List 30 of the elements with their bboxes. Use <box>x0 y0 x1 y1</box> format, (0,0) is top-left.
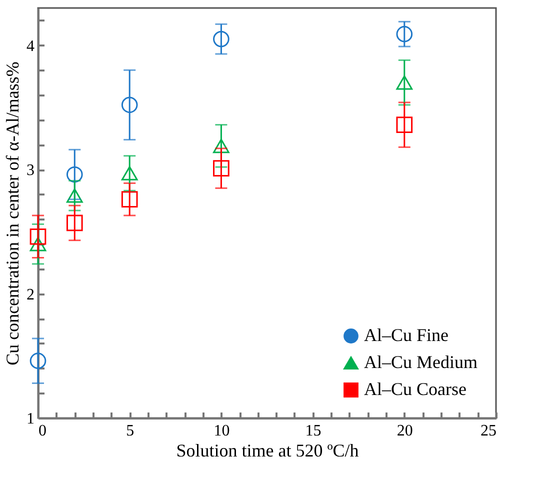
x-tick-label: 5 <box>126 422 134 440</box>
y-tick-label: 2 <box>26 286 34 304</box>
x-tick-label: 10 <box>214 422 230 440</box>
point <box>30 236 46 252</box>
x-tick-label: 0 <box>38 422 46 440</box>
point <box>396 75 413 90</box>
point <box>396 116 413 133</box>
legend-label: Al–Cu Medium <box>364 352 478 372</box>
x-tick-label: 25 <box>480 422 496 440</box>
y-axis-title: Cu concentration in center of α-Al/mass% <box>2 62 22 366</box>
point <box>213 160 230 176</box>
point <box>121 191 138 208</box>
x-tick-label: 20 <box>396 422 413 440</box>
point <box>30 228 46 245</box>
point <box>213 138 230 154</box>
point <box>66 188 83 203</box>
y-tick-label: 3 <box>26 162 34 180</box>
point <box>121 166 138 180</box>
legend-label: Al–Cu Coarse <box>364 379 466 399</box>
point <box>30 352 46 369</box>
point <box>66 214 83 232</box>
x-axis-title: Solution time at 520 ºC/h <box>176 440 359 460</box>
point <box>396 26 413 42</box>
point <box>121 96 138 114</box>
point <box>213 30 230 48</box>
y-tick-label: 1 <box>26 410 34 428</box>
x-tick-label: 15 <box>305 422 322 440</box>
y-tick-label: 4 <box>26 38 34 55</box>
legend-label: Al–Cu Fine <box>364 325 449 345</box>
point <box>66 166 83 183</box>
